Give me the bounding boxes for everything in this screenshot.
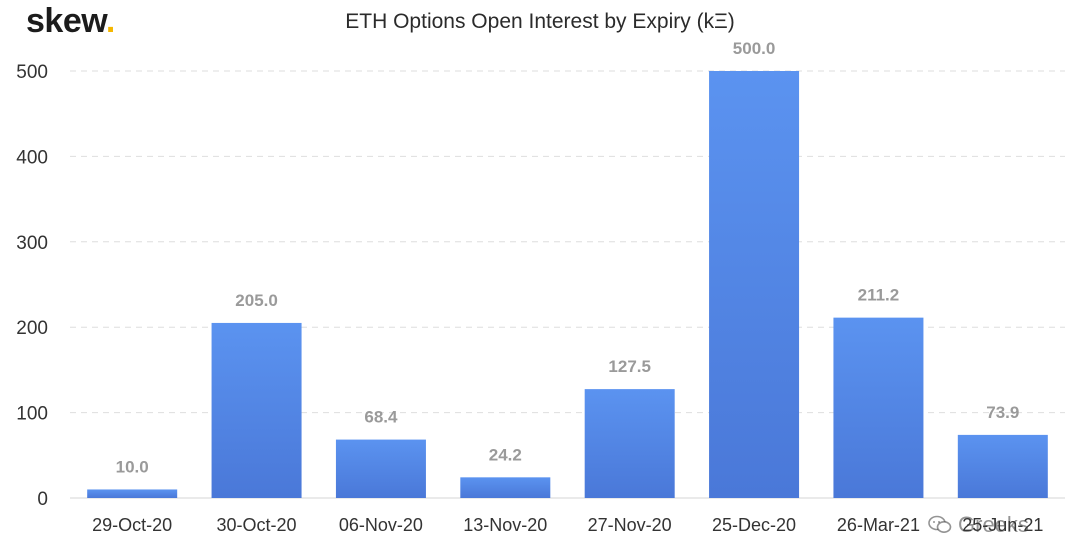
bar-26-Mar-21 [833,317,924,498]
x-tick-label: 26-Mar-21 [837,515,920,535]
data-label: 211.2 [858,286,900,305]
data-label: 73.9 [986,403,1019,422]
x-tick-label: 27-Nov-20 [588,515,672,535]
y-tick-label: 200 [16,318,48,339]
bar-29-Oct-20 [87,489,178,498]
y-tick-label: 100 [16,404,48,425]
x-tick-label: 13-Nov-20 [463,515,547,535]
watermark-text: Greeks [958,512,1029,537]
chart-title: ETH Options Open Interest by Expiry (kΞ) [345,10,735,33]
x-tick-label: 29-Oct-20 [92,515,172,535]
logo-dot: . [105,2,115,40]
bars [87,71,1048,498]
data-label: 205.0 [235,291,278,310]
x-tick-label: 25-Jun-21 [962,515,1043,535]
bar-06-Nov-20 [335,439,426,498]
data-label: 127.5 [608,357,651,376]
data-label: 68.4 [364,408,398,427]
watermark: Greeks [928,512,1029,538]
x-tick-label: 25-Dec-20 [712,515,796,535]
bar-30-Oct-20 [211,322,302,498]
data-label: 10.0 [116,457,149,476]
y-tick-label: 500 [16,62,48,83]
data-label: 500.0 [733,39,776,58]
y-axis-ticks: 0 100 200 300 400 500 [16,62,48,510]
bar-13-Nov-20 [460,477,551,498]
skew-logo: skew. [26,2,115,40]
data-labels: 10.0 205.0 68.4 24.2 127.5 500.0 211.2 73.9 [116,39,1020,476]
y-tick-label: 0 [37,489,48,510]
y-tick-label: 400 [16,147,48,168]
data-label: 24.2 [489,445,522,464]
bar-25-Jun-21 [957,434,1048,498]
bar-27-Nov-20 [584,389,675,498]
x-axis-ticks: 29-Oct-20 30-Oct-20 06-Nov-20 13-Nov-20 27-N… [92,515,1043,535]
y-tick-label: 300 [16,233,48,254]
bar-25-Dec-20 [709,71,800,498]
x-tick-label: 30-Oct-20 [217,515,297,535]
wechat-icon [928,515,952,533]
x-tick-label: 06-Nov-20 [339,515,423,535]
